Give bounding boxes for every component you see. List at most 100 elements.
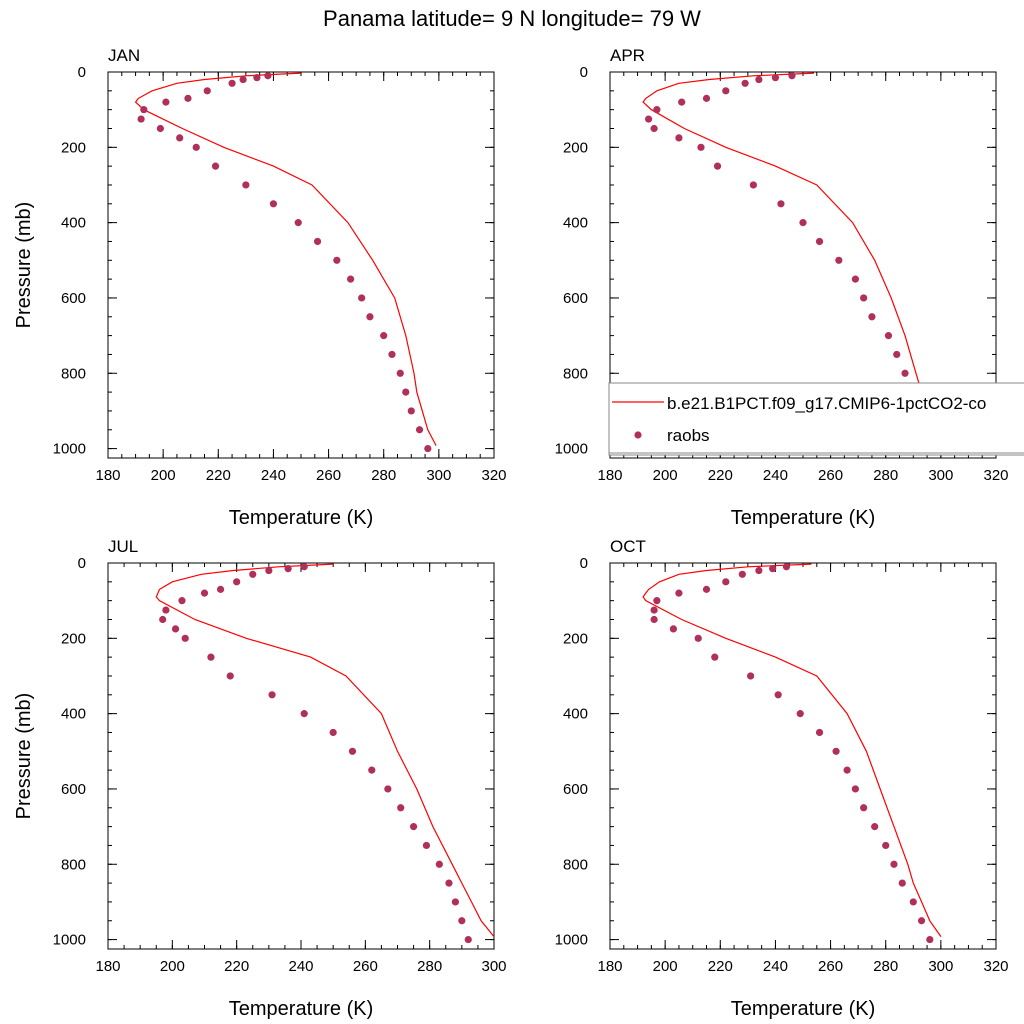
x-tick-label: 200 bbox=[151, 467, 176, 484]
x-tick-label: 280 bbox=[873, 958, 898, 975]
raobs-point bbox=[249, 570, 257, 578]
panel-title: JAN bbox=[108, 46, 140, 65]
raobs-point bbox=[445, 879, 453, 887]
raobs-point bbox=[832, 747, 840, 755]
x-tick-label: 200 bbox=[653, 958, 678, 975]
raobs-point bbox=[347, 275, 355, 283]
raobs-point bbox=[159, 615, 167, 624]
raobs-point bbox=[388, 350, 396, 359]
raobs-point bbox=[711, 653, 719, 661]
raobs-point bbox=[140, 106, 148, 114]
panel-oct: 180 200 220 240 260 280 300 320 0 200 400 600 800 100… bbox=[555, 537, 1009, 1020]
raobs-point bbox=[366, 313, 374, 321]
y-tick-label: 800 bbox=[563, 856, 588, 873]
raobs-point bbox=[909, 898, 917, 906]
minor-ticks bbox=[107, 71, 495, 458]
raobs-point bbox=[650, 615, 658, 624]
raobs-point bbox=[300, 563, 308, 571]
raobs-point bbox=[211, 162, 220, 170]
x-tick-label: 180 bbox=[597, 467, 622, 484]
raobs-point bbox=[650, 124, 658, 133]
x-tick-label: 280 bbox=[873, 467, 898, 484]
raobs-point bbox=[329, 728, 337, 737]
raobs-point bbox=[200, 589, 209, 597]
y-tick-label: 200 bbox=[61, 139, 86, 156]
x-tick-label: 220 bbox=[206, 467, 231, 484]
raobs-point bbox=[645, 115, 653, 123]
raobs-point bbox=[868, 313, 876, 321]
raobs-point bbox=[747, 672, 755, 680]
y-tick-label: 600 bbox=[61, 781, 86, 798]
raobs-point bbox=[176, 134, 184, 142]
panel-apr: 180 200 220 240 260 280 300 320 0 200 400 600 800 100… bbox=[555, 46, 1009, 529]
raobs-point bbox=[239, 75, 247, 84]
raobs-point bbox=[402, 388, 410, 396]
raobs-point bbox=[860, 294, 868, 302]
raobs-point bbox=[264, 72, 272, 80]
raobs-point bbox=[884, 332, 893, 340]
raobs-point bbox=[294, 219, 302, 227]
raobs-point bbox=[313, 237, 322, 246]
raobs-point bbox=[384, 785, 392, 793]
raobs-point bbox=[253, 74, 261, 82]
y-tick-label: 400 bbox=[61, 706, 86, 723]
raobs-point bbox=[871, 823, 879, 831]
y-tick-label: 1000 bbox=[555, 441, 588, 458]
raobs-point bbox=[156, 124, 164, 133]
raobs-point bbox=[782, 563, 791, 571]
raobs-point bbox=[851, 785, 859, 793]
raobs-point bbox=[397, 804, 405, 812]
raobs-point bbox=[226, 672, 234, 680]
raobs-point bbox=[396, 369, 404, 377]
raobs-point bbox=[749, 181, 757, 189]
raobs-point bbox=[653, 106, 661, 114]
y-tick-label: 1000 bbox=[555, 932, 588, 949]
x-tick-label: 300 bbox=[928, 467, 953, 484]
raobs-point bbox=[435, 860, 443, 868]
series-line-model bbox=[642, 563, 942, 937]
raobs-point bbox=[458, 917, 466, 925]
raobs-point bbox=[415, 426, 424, 434]
raobs-point bbox=[380, 332, 388, 340]
raobs-point bbox=[137, 115, 145, 123]
raobs-point bbox=[917, 917, 926, 925]
x-tick-label: 220 bbox=[224, 958, 249, 975]
y-tick-label: 600 bbox=[563, 781, 588, 798]
x-tick-label: 300 bbox=[426, 467, 451, 484]
y-tick-label: 600 bbox=[563, 290, 588, 307]
raobs-point bbox=[882, 841, 890, 850]
raobs-point bbox=[702, 585, 711, 593]
y-tick-label: 400 bbox=[563, 706, 588, 723]
x-tick-label: 220 bbox=[708, 467, 733, 484]
raobs-point bbox=[650, 606, 658, 614]
legend-marker-swatch bbox=[634, 431, 642, 439]
raobs-point bbox=[162, 606, 170, 614]
x-tick-label: 180 bbox=[95, 958, 120, 975]
raobs-point bbox=[694, 634, 702, 642]
raobs-point bbox=[901, 369, 909, 377]
legend-label-raobs: raobs bbox=[667, 426, 710, 445]
raobs-point bbox=[898, 879, 906, 887]
y-tick-label: 0 bbox=[78, 555, 86, 572]
y-tick-label: 200 bbox=[563, 139, 588, 156]
raobs-point bbox=[835, 256, 843, 264]
y-tick-label: 800 bbox=[61, 856, 86, 873]
raobs-point bbox=[451, 898, 459, 906]
raobs-point bbox=[777, 200, 785, 208]
raobs-point bbox=[269, 200, 278, 208]
raobs-point bbox=[178, 597, 186, 605]
raobs-point bbox=[890, 860, 898, 868]
raobs-point bbox=[815, 728, 824, 737]
x-tick-label: 200 bbox=[653, 467, 678, 484]
raobs-point bbox=[755, 566, 763, 575]
plot-frame bbox=[609, 562, 997, 950]
x-tick-label: 220 bbox=[708, 958, 733, 975]
raobs-point bbox=[755, 75, 763, 84]
x-tick-label: 240 bbox=[261, 467, 286, 484]
raobs-point bbox=[407, 407, 415, 415]
x-tick-label: 240 bbox=[288, 958, 313, 975]
x-tick-label: 180 bbox=[95, 467, 120, 484]
raobs-point bbox=[228, 79, 236, 87]
raobs-point bbox=[713, 162, 722, 170]
